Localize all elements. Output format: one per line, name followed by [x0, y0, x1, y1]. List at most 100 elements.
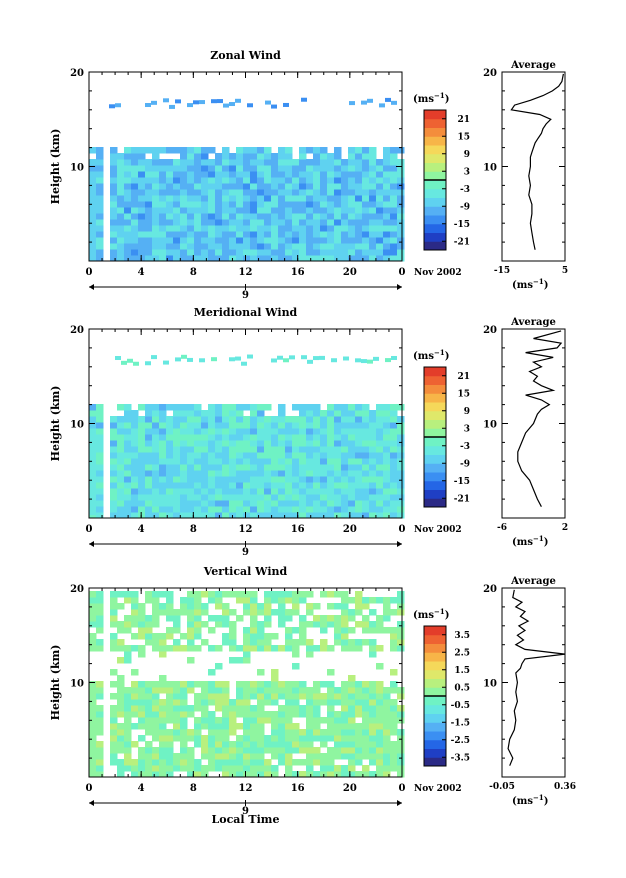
heat-cell: [362, 195, 370, 202]
heat-cell: [194, 765, 202, 772]
heat-cell: [215, 410, 223, 417]
heat-cell: [292, 759, 300, 766]
heat-cell: [180, 470, 188, 477]
heat-cell: [277, 355, 283, 360]
heat-cell: [292, 213, 300, 220]
heat-cell: [250, 410, 258, 417]
heat-cell: [131, 609, 139, 616]
heat-cell: [110, 428, 118, 435]
heat-cell: [383, 458, 391, 465]
heat-cell: [362, 207, 370, 214]
heat-cell: [285, 231, 293, 238]
heat-cell: [355, 753, 363, 760]
heat-cell: [222, 225, 230, 232]
heat-cell: [334, 243, 342, 250]
heat-cell: [110, 452, 118, 459]
heat-cell: [327, 753, 335, 760]
heat-cell: [89, 639, 97, 646]
heat-cell: [278, 723, 286, 730]
heat-cell: [194, 201, 202, 208]
heat-cell: [299, 255, 307, 262]
heat-cell: [159, 494, 167, 501]
heat-cell: [397, 603, 405, 610]
heat-cell: [229, 765, 237, 772]
heat-cell: [327, 440, 335, 447]
heat-cell: [215, 591, 223, 598]
heat-cell: [166, 705, 174, 712]
colorbar-tick-label: 3: [464, 424, 470, 434]
heat-cell: [320, 189, 328, 196]
heat-cell: [320, 591, 328, 598]
heat-cell: [299, 422, 307, 429]
heat-cell: [194, 476, 202, 483]
heat-cell: [292, 500, 300, 507]
heat-cell: [285, 705, 293, 712]
heat-cell: [166, 416, 174, 423]
heat-cell: [243, 446, 251, 453]
heat-cell: [145, 627, 153, 634]
heat-cell: [96, 207, 104, 214]
heat-cell: [145, 597, 153, 604]
heat-cell: [180, 500, 188, 507]
heat-cell: [199, 358, 205, 363]
heat-cell: [201, 711, 209, 718]
heat-cell: [145, 771, 153, 778]
heat-cell: [96, 681, 104, 688]
heat-cell: [110, 171, 118, 178]
heat-cell: [362, 705, 370, 712]
heat-cell: [257, 741, 265, 748]
heat-cell: [355, 171, 363, 178]
heat-cell: [124, 693, 132, 700]
heat-cell: [180, 446, 188, 453]
heat-cell: [299, 219, 307, 226]
heat-cell: [138, 428, 146, 435]
heat-cell: [159, 213, 167, 220]
heat-cell: [222, 201, 230, 208]
heat-cell: [285, 177, 293, 184]
heat-cell: [194, 458, 202, 465]
heat-cell: [341, 729, 349, 736]
heat-cell: [187, 189, 195, 196]
heat-cell: [383, 735, 391, 742]
heat-cell: [222, 464, 230, 471]
heat-cell: [117, 422, 125, 429]
heat-cell: [306, 177, 314, 184]
heat-cell: [355, 735, 363, 742]
heat-cell: [341, 500, 349, 507]
heat-cell: [117, 470, 125, 477]
heat-cell: [306, 255, 314, 262]
heat-cell: [131, 771, 139, 778]
heat-cell: [145, 711, 153, 718]
heat-cell: [208, 669, 216, 676]
heat-cell: [369, 183, 377, 190]
heat-cell: [334, 717, 342, 724]
heat-cell: [180, 165, 188, 172]
heat-cell: [271, 500, 279, 507]
heat-cell: [187, 633, 195, 640]
heat-cell: [187, 416, 195, 423]
heat-cell: [313, 440, 321, 447]
heat-cell: [131, 669, 139, 676]
heat-cell: [145, 506, 153, 513]
heat-cell: [327, 723, 335, 730]
heat-cell: [250, 609, 258, 616]
heat-cell: [327, 231, 335, 238]
heat-cell: [138, 213, 146, 220]
heat-cell: [369, 231, 377, 238]
heat-cell: [236, 771, 244, 778]
heat-cell: [215, 729, 223, 736]
heat-cell: [313, 753, 321, 760]
heat-cell: [166, 237, 174, 244]
heat-cell: [96, 506, 104, 513]
heat-cell: [159, 687, 167, 694]
heat-cell: [348, 482, 356, 489]
heat-cell: [145, 159, 153, 166]
heat-cell: [236, 243, 244, 250]
heat-cell: [313, 693, 321, 700]
heat-cell: [187, 735, 195, 742]
heat-cell: [306, 195, 314, 202]
heat-cell: [151, 355, 157, 360]
heat-cell: [257, 410, 265, 417]
heat-cell: [201, 422, 209, 429]
heat-cell: [362, 482, 370, 489]
